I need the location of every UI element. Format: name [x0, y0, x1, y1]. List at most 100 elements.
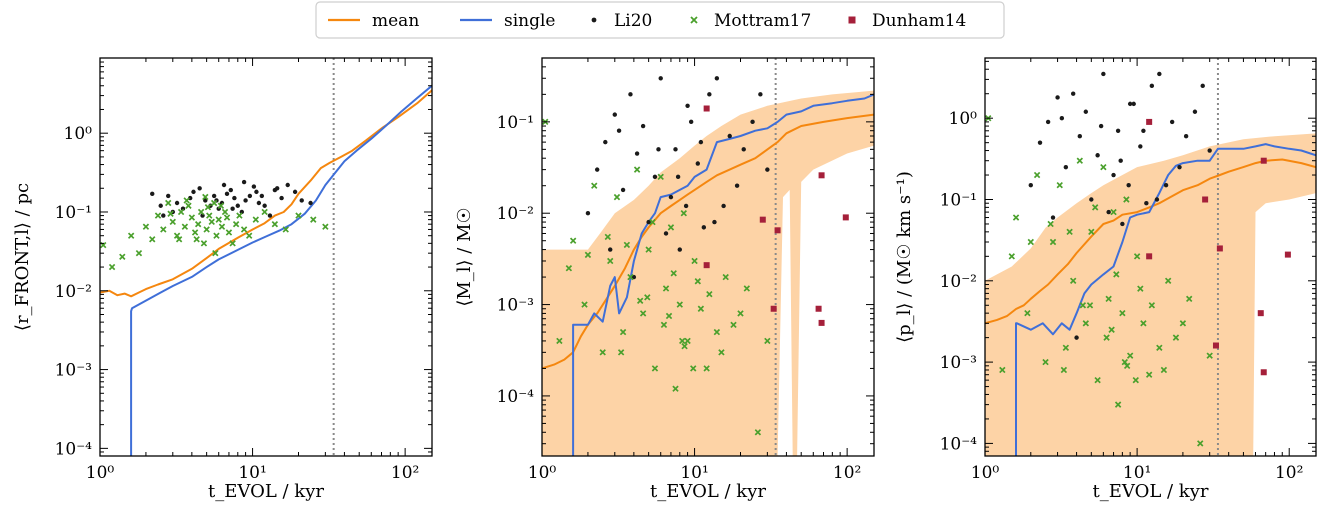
x-tick-label: 10¹ — [680, 463, 708, 483]
mottram17-point — [240, 226, 248, 233]
x-tick-label: 10² — [833, 463, 861, 483]
mottram17-point — [206, 212, 213, 219]
panel-momentum: 10⁰ 10¹ 10² 10⁻⁴ 10⁻³ 10⁻² 10⁻¹ 10⁰ t_EVOL / kyr… — [894, 57, 1317, 502]
y-axis-label: ⟨p_l⟩ / (M☉ km s⁻¹) — [894, 171, 915, 343]
mottram17-point — [1069, 277, 1077, 285]
li20-point — [1063, 164, 1069, 170]
y-tick-label: 10⁻² — [55, 282, 92, 302]
mottram17-point — [1091, 204, 1099, 211]
mottram17-point — [1179, 320, 1187, 327]
axes-frame — [984, 57, 1317, 457]
mottram17-point — [1137, 285, 1144, 292]
mottram17-point — [565, 265, 573, 272]
li20-point — [308, 200, 313, 206]
li20-point — [279, 195, 284, 201]
mottram17-point — [177, 208, 185, 216]
y-tick-label: 10⁻² — [497, 204, 534, 224]
mottram17-point — [173, 232, 181, 239]
mottram17-point — [154, 212, 162, 219]
y-tick-label: 10⁻⁴ — [497, 387, 535, 407]
y-tick-label: 10⁻² — [940, 272, 977, 292]
li20-point — [1157, 71, 1162, 77]
mottram17-point — [208, 218, 215, 226]
li20-point — [1144, 201, 1149, 206]
mean-spread-band — [542, 90, 874, 456]
y-axis-label: ⟨r_FRONT,l⟩ / pc — [12, 183, 33, 331]
mottram17-point — [662, 285, 670, 292]
mottram17-point — [127, 232, 135, 239]
dunham14-point — [818, 319, 825, 326]
li20-point — [1106, 209, 1111, 215]
mottram17-point — [607, 257, 614, 265]
mottram17-point — [599, 349, 606, 356]
axes-frame — [99, 57, 433, 457]
x-tick-label: 10⁰ — [971, 463, 1000, 483]
mottram17-point — [670, 270, 677, 277]
y-tick-label: 10⁻³ — [55, 361, 92, 381]
mottram17-point — [261, 208, 268, 216]
mottram17-point — [1027, 238, 1034, 246]
li20-point — [197, 186, 202, 191]
series-single-line — [572, 93, 874, 456]
li20-point — [685, 103, 690, 108]
mottram17-point — [591, 182, 598, 189]
li20-point — [758, 92, 763, 97]
li20-point — [1059, 115, 1065, 121]
li20-point — [1200, 83, 1205, 89]
mottram17-point — [1145, 371, 1153, 378]
li20-point — [1045, 119, 1051, 125]
mottram17-point — [197, 208, 205, 216]
mottram17-point — [569, 237, 577, 244]
mottram17-point — [1197, 440, 1204, 447]
mottram17-point — [135, 249, 143, 257]
mottram17-point — [1132, 376, 1139, 384]
mottram17-point — [1103, 334, 1110, 341]
x-tick-label: 10¹ — [238, 463, 266, 483]
mottram17-point — [193, 236, 200, 243]
li20-point — [1083, 109, 1089, 114]
series-single-line — [1015, 143, 1316, 456]
li20-point — [658, 76, 663, 81]
mottram17-point — [1049, 238, 1057, 246]
li20-point — [727, 133, 732, 139]
series-mean-line — [985, 158, 1316, 325]
mottram17-point — [271, 220, 279, 228]
mottram17-point — [581, 301, 588, 308]
mottram17-point — [623, 241, 631, 249]
mottram17-point — [165, 199, 172, 207]
mottram17-point — [1076, 157, 1084, 164]
mottram17-point — [181, 223, 189, 230]
li20-point — [652, 174, 658, 180]
mottram17-point — [322, 223, 329, 230]
li20-point — [1028, 182, 1033, 188]
mottram17-point — [718, 349, 725, 356]
mottram17-point — [694, 278, 702, 285]
legend-swatch — [690, 16, 698, 24]
dunham14-point — [1146, 253, 1153, 260]
li20-point — [585, 211, 591, 216]
dunham14-point — [842, 214, 849, 221]
mottram17-point — [706, 290, 713, 298]
legend-label: single — [504, 11, 556, 31]
li20-point — [616, 128, 622, 133]
mottram17-point — [660, 321, 668, 329]
li20-point — [1149, 83, 1155, 89]
li20-point — [228, 187, 234, 193]
mottram17-point — [665, 312, 673, 320]
mottram17-point — [1123, 362, 1131, 370]
panel-radius: 10⁰ 10¹ 10² 10⁻⁴ 10⁻³ 10⁻² 10⁻¹ 10⁰ t_EVOL / kyr… — [12, 57, 433, 502]
mottram17-point — [1114, 401, 1122, 408]
mottram17-point — [108, 263, 116, 271]
li20-point — [1192, 109, 1198, 114]
li20-point — [688, 119, 694, 125]
mottram17-point — [213, 232, 220, 239]
mottram17-point — [713, 328, 721, 336]
mottram17-point — [1094, 376, 1101, 384]
mottram17-point — [119, 253, 126, 260]
li20-point — [285, 182, 290, 188]
plot-area — [985, 58, 1316, 456]
mottram17-point — [1160, 366, 1168, 374]
li20-point — [158, 203, 163, 208]
y-tick-label: 10⁻¹ — [940, 190, 977, 210]
